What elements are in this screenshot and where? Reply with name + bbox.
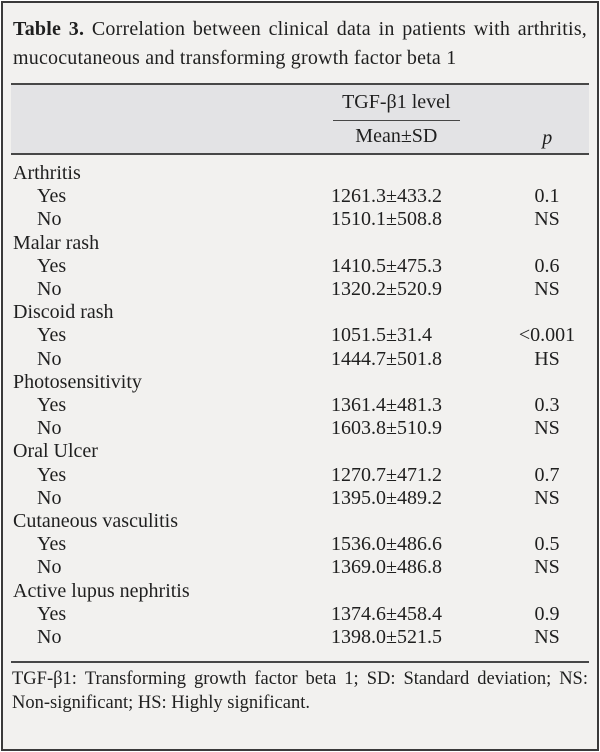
table-body: Arthritis Yes 1261.3±433.2 0.1 No 1510.1… bbox=[3, 155, 597, 649]
category-label: Oral Ulcer bbox=[13, 440, 98, 463]
mean-value: 1369.0±486.8 bbox=[331, 556, 442, 579]
category-row: Photosensitivity bbox=[11, 371, 589, 394]
tgf-level-header-group: TGF-β1 level Mean±SD bbox=[332, 85, 460, 153]
mean-value: 1603.8±510.9 bbox=[331, 417, 442, 440]
header-gap bbox=[460, 85, 506, 153]
yes-label: Yes bbox=[37, 324, 67, 347]
category-row: Oral Ulcer bbox=[11, 440, 589, 463]
data-row: Yes 1261.3±433.2 0.1 bbox=[11, 185, 589, 208]
mean-value: 1320.2±520.9 bbox=[331, 278, 442, 301]
p-value: NS bbox=[534, 417, 560, 440]
p-value: HS bbox=[534, 347, 560, 370]
data-row: No 1603.8±510.9 NS bbox=[11, 417, 589, 440]
no-label: No bbox=[37, 208, 62, 231]
p-value: NS bbox=[534, 208, 560, 231]
data-row: Yes 1374.6±458.4 0.9 bbox=[11, 603, 589, 626]
p-value: 0.9 bbox=[534, 602, 560, 625]
category-row: Active lupus nephritis bbox=[11, 580, 589, 603]
yes-label: Yes bbox=[37, 602, 67, 625]
data-row: No 1510.1±508.8 NS bbox=[11, 208, 589, 231]
no-label: No bbox=[37, 486, 62, 509]
category-label: Discoid rash bbox=[13, 301, 114, 324]
p-value: NS bbox=[534, 626, 560, 649]
data-row: No 1369.0±486.8 NS bbox=[11, 556, 589, 579]
data-row: Yes 1051.5±31.4 <0.001 bbox=[11, 324, 589, 347]
mean-value: 1444.7±501.8 bbox=[331, 347, 442, 370]
header-spacer bbox=[11, 85, 333, 153]
data-row: No 1395.0±489.2 NS bbox=[11, 487, 589, 510]
p-value: 0.7 bbox=[534, 463, 560, 486]
category-label: Active lupus nephritis bbox=[13, 579, 190, 602]
data-row: No 1398.0±521.5 NS bbox=[11, 626, 589, 649]
p-header: p bbox=[542, 127, 553, 149]
data-row: Yes 1361.4±481.3 0.3 bbox=[11, 394, 589, 417]
table-caption-text: Correlation between clinical data in pat… bbox=[13, 18, 587, 69]
p-value: NS bbox=[534, 486, 560, 509]
no-label: No bbox=[37, 417, 62, 440]
mean-value: 1051.5±31.4 bbox=[331, 324, 432, 347]
mean-sd-header: Mean±SD bbox=[355, 124, 438, 147]
p-value: NS bbox=[534, 278, 560, 301]
yes-label: Yes bbox=[37, 394, 67, 417]
category-row: Cutaneous vasculitis bbox=[11, 510, 589, 533]
data-row: No 1320.2±520.9 NS bbox=[11, 278, 589, 301]
p-value: 0.1 bbox=[534, 185, 560, 208]
table-number-label: Table 3. bbox=[13, 18, 85, 40]
mean-value: 1536.0±486.6 bbox=[331, 533, 442, 556]
p-value: 0.5 bbox=[534, 533, 560, 556]
category-label: Photosensitivity bbox=[13, 370, 142, 393]
category-label: Arthritis bbox=[13, 162, 81, 184]
no-label: No bbox=[37, 278, 62, 301]
category-label: Malar rash bbox=[13, 231, 100, 254]
yes-label: Yes bbox=[37, 533, 67, 556]
yes-label: Yes bbox=[37, 463, 67, 486]
p-value: NS bbox=[534, 556, 560, 579]
data-row: Yes 1270.7±471.2 0.7 bbox=[11, 464, 589, 487]
mean-value: 1261.3±433.2 bbox=[331, 185, 442, 208]
data-row: Yes 1410.5±475.3 0.6 bbox=[11, 255, 589, 278]
category-row: Malar rash bbox=[11, 232, 589, 255]
category-row: Arthritis bbox=[11, 162, 589, 185]
yes-label: Yes bbox=[37, 185, 67, 208]
no-label: No bbox=[37, 347, 62, 370]
yes-label: Yes bbox=[37, 254, 67, 277]
mean-value: 1510.1±508.8 bbox=[331, 208, 442, 231]
category-label: Cutaneous vasculitis bbox=[13, 510, 178, 533]
mean-value: 1270.7±471.2 bbox=[331, 463, 442, 486]
column-header-band: TGF-β1 level Mean±SD p bbox=[11, 83, 589, 155]
table-title: Table 3. Correlation between clinical da… bbox=[3, 3, 597, 73]
mean-value: 1398.0±521.5 bbox=[331, 626, 442, 649]
data-row: No 1444.7±501.8 HS bbox=[11, 348, 589, 371]
p-value: 0.6 bbox=[534, 254, 560, 277]
category-row: Discoid rash bbox=[11, 301, 589, 324]
tgf-level-header: TGF-β1 level bbox=[332, 85, 460, 121]
table-footnote: TGF-β1: Transforming growth factor beta … bbox=[11, 661, 589, 715]
p-value: <0.001 bbox=[518, 324, 576, 347]
no-label: No bbox=[37, 556, 62, 579]
mean-value: 1374.6±458.4 bbox=[331, 602, 442, 625]
no-label: No bbox=[37, 626, 62, 649]
mean-value: 1395.0±489.2 bbox=[331, 486, 442, 509]
mean-value: 1361.4±481.3 bbox=[331, 394, 442, 417]
p-value: 0.3 bbox=[534, 394, 560, 417]
data-row: Yes 1536.0±486.6 0.5 bbox=[11, 533, 589, 556]
mean-value: 1410.5±475.3 bbox=[331, 254, 442, 277]
